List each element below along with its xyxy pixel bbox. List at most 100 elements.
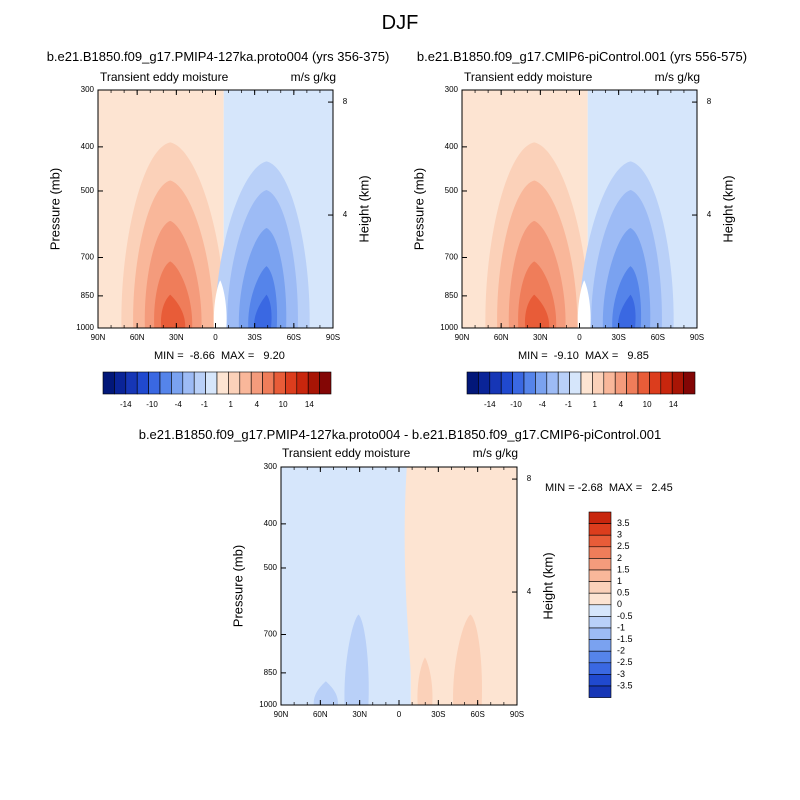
colorbar-swatch <box>159 371 172 395</box>
y2-axis-label: Height (km) <box>356 175 371 242</box>
panel-2-title: b.e21.B1850.f09_g17.CMIP6-piControl.001 … <box>416 49 748 64</box>
colorbar-swatch <box>500 371 513 395</box>
y-tick-label: 1000 <box>76 323 94 332</box>
y-tick-label: 1000 <box>259 700 277 709</box>
colorbar-swatch <box>523 371 536 395</box>
colorbar-label: -14 <box>120 400 132 409</box>
near-zero-contour <box>577 280 591 328</box>
x-tick-label: 90N <box>91 333 106 342</box>
colorbar-swatch <box>588 592 612 606</box>
colorbar-swatch <box>228 371 241 395</box>
negative-background <box>281 467 411 705</box>
y-tick-label: 1000 <box>440 323 458 332</box>
colorbar-swatch <box>148 371 161 395</box>
colorbar-swatch <box>102 371 115 395</box>
y-tick-label: 400 <box>81 142 95 151</box>
colorbar-label: -2.5 <box>617 657 633 667</box>
colorbar-label: -3 <box>617 669 625 679</box>
colorbar-label: 10 <box>279 400 288 409</box>
colorbar-swatch <box>569 371 582 395</box>
panel-2-minmax: MIN = -9.10 MAX = 9.85 <box>518 350 649 362</box>
y-tick-label: 300 <box>264 462 278 471</box>
colorbar-label: 3.5 <box>617 518 630 528</box>
colorbar-swatch <box>114 371 127 395</box>
y-tick-label: 850 <box>264 668 278 677</box>
x-tick-label: 90N <box>455 333 470 342</box>
colorbar-swatch <box>588 581 612 594</box>
colorbar-label: 0 <box>617 599 622 609</box>
panel-3-title: b.e21.B1850.f09_g17.PMIP4-127ka.proto004… <box>138 427 662 442</box>
panel-2-variable-label: Transient eddy moisture <box>464 70 593 84</box>
colorbar-swatch <box>588 639 612 652</box>
panel-3-variable-label: Transient eddy moisture <box>282 446 411 460</box>
panel-3-plot <box>280 466 518 706</box>
colorbar-swatch <box>588 627 612 640</box>
x-tick-label: 60N <box>313 710 328 719</box>
colorbar-label: 1 <box>617 576 622 586</box>
colorbar-label: 4 <box>255 400 260 409</box>
positive-contour-5 <box>160 294 186 328</box>
colorbar-label: -2 <box>617 646 625 656</box>
colorbar-swatch <box>171 371 184 395</box>
colorbar-label: -1 <box>617 622 625 632</box>
panel-3-units-label: m/s g/kg <box>472 446 518 460</box>
colorbar-swatch <box>671 371 684 395</box>
colorbar-swatch <box>614 371 627 395</box>
colorbar-swatch <box>557 371 570 395</box>
x-tick-label: 90S <box>510 710 524 719</box>
positive-contour-2 <box>417 657 433 705</box>
colorbar-label: 10 <box>643 400 652 409</box>
x-tick-label: 30S <box>248 333 262 342</box>
panel-2-colorbar <box>466 371 696 395</box>
y-tick-label: 300 <box>81 85 95 94</box>
colorbar-label: 0.5 <box>617 588 630 598</box>
y-tick-label: 300 <box>445 85 459 94</box>
colorbar-swatch <box>588 616 612 629</box>
panel-1-minmax: MIN = -8.66 MAX = 9.20 <box>154 350 285 362</box>
x-tick-label: 60S <box>287 333 301 342</box>
colorbar-swatch <box>683 371 696 395</box>
colorbar-label: 4 <box>619 400 624 409</box>
colorbar-label: -1 <box>565 400 573 409</box>
colorbar-label: 2 <box>617 553 622 563</box>
colorbar-swatch <box>489 371 502 395</box>
colorbar-swatch <box>205 371 218 395</box>
y2-tick-label: 8 <box>527 474 532 483</box>
colorbar-label: -1.5 <box>617 634 633 644</box>
colorbar-swatch <box>250 371 263 395</box>
y-tick-label: 700 <box>445 253 459 262</box>
y2-axis-label: Height (km) <box>540 552 555 619</box>
colorbar-swatch <box>588 523 612 536</box>
figure-title: DJF <box>381 12 419 34</box>
colorbar-swatch <box>136 371 149 395</box>
panel-1-title: b.e21.B1850.f09_g17.PMIP4-127ka.proto004… <box>46 49 390 64</box>
colorbar-swatch <box>535 371 548 395</box>
colorbar-swatch <box>588 569 612 582</box>
x-tick-label: 30N <box>169 333 184 342</box>
y2-tick-label: 8 <box>707 97 712 106</box>
y-axis-label: Pressure (mb) <box>411 168 426 250</box>
colorbar-swatch <box>125 371 138 395</box>
y-tick-label: 500 <box>445 186 459 195</box>
y-tick-label: 400 <box>264 519 278 528</box>
colorbar-label: 3 <box>617 530 622 540</box>
y-tick-label: 700 <box>81 253 95 262</box>
y-tick-label: 400 <box>445 142 459 151</box>
colorbar-swatch <box>580 371 593 395</box>
colorbar-label: -4 <box>539 400 547 409</box>
colorbar-swatch <box>588 558 612 571</box>
colorbar-swatch <box>649 371 662 395</box>
panel-2-field <box>462 90 697 328</box>
colorbar-swatch <box>660 371 673 395</box>
y2-axis-label: Height (km) <box>720 175 735 242</box>
negative-contour-5 <box>618 294 636 328</box>
x-tick-label: 60N <box>494 333 509 342</box>
y2-tick-label: 4 <box>527 587 532 596</box>
y-tick-label: 850 <box>81 291 95 300</box>
x-tick-label: 0 <box>577 333 582 342</box>
colorbar-swatch <box>603 371 616 395</box>
colorbar-swatch <box>262 371 275 395</box>
colorbar-swatch <box>285 371 298 395</box>
x-tick-label: 30S <box>612 333 626 342</box>
colorbar-label: -10 <box>510 400 522 409</box>
